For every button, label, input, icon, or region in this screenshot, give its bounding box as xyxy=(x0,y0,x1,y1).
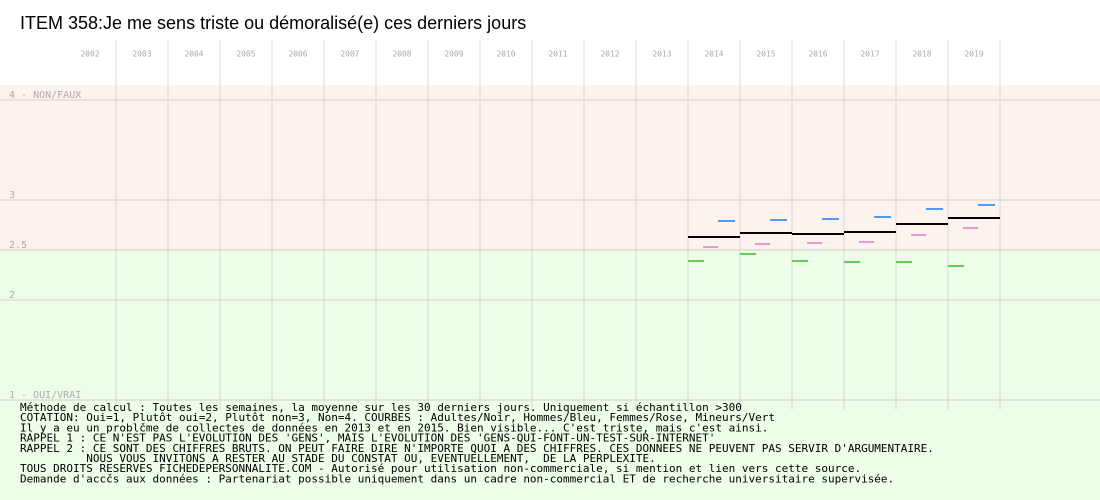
x-tick-label: 2014 xyxy=(704,50,723,59)
note-line: Demande d'accčs aux données : Partenaria… xyxy=(20,472,894,485)
note-line: NOUS VOUS INVITONS A RESTER AU STADE DU … xyxy=(20,452,656,465)
x-tick-label: 2005 xyxy=(236,50,255,59)
y-tick-label: 2 xyxy=(9,290,15,301)
note-line: Méthode de calcul : Toutes les semaines,… xyxy=(20,401,742,414)
x-tick-label: 2006 xyxy=(288,50,307,59)
note-line: RAPPEL 2 : CE SONT DES CHIFFRES BRUTS. O… xyxy=(20,442,934,455)
zone-upper xyxy=(0,85,1100,250)
x-tick-label: 2010 xyxy=(496,50,515,59)
note-line: TOUS DROITS RESERVES FICHEDEPERSONNALITE… xyxy=(20,462,861,475)
x-tick-label: 2011 xyxy=(548,50,567,59)
background xyxy=(0,85,1100,500)
note-line: Il y a eu un problčme de collectes de do… xyxy=(20,421,768,434)
x-tick-label: 2013 xyxy=(652,50,671,59)
x-tick-label: 2018 xyxy=(912,50,931,59)
chart-title: ITEM 358:Je me sens triste ou démoralisé… xyxy=(20,13,526,33)
x-tick-label: 2002 xyxy=(80,50,99,59)
note-line: COTATION: Oui=1, Plutôt oui=2, Plutôt no… xyxy=(20,411,775,424)
x-tick-label: 2016 xyxy=(808,50,827,59)
x-tick-label: 2009 xyxy=(444,50,463,59)
x-tick-label: 2017 xyxy=(860,50,879,59)
x-tick-label: 2003 xyxy=(132,50,151,59)
zone-lower xyxy=(0,250,1100,500)
note-line: RAPPEL 1 : CE N'EST PAS L'EVOLUTION DES … xyxy=(20,432,715,445)
x-tick-label: 2004 xyxy=(184,50,203,59)
x-tick-label: 2015 xyxy=(756,50,775,59)
x-tick-label: 2008 xyxy=(392,50,411,59)
x-tick-label: 2019 xyxy=(964,50,983,59)
y-tick-label: 3 xyxy=(9,190,15,201)
x-tick-label: 2007 xyxy=(340,50,359,59)
y-tick-label: 2.5 xyxy=(9,240,27,251)
y-tick-label: 4 - NON/FAUX xyxy=(9,90,81,101)
x-tick-label: 2012 xyxy=(600,50,619,59)
y-tick-label: 1 - OUI/VRAI xyxy=(9,390,81,401)
